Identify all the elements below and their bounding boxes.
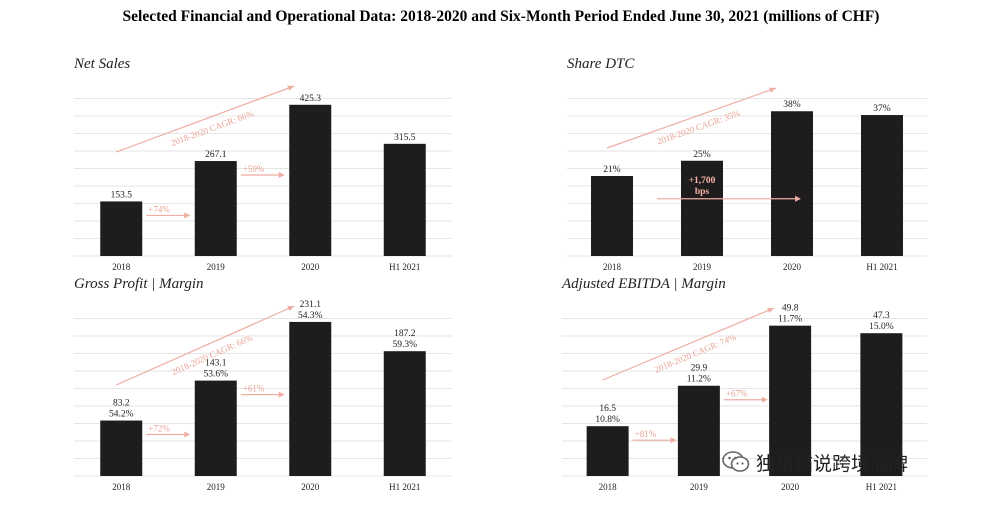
cagr-arrowhead [287, 85, 295, 91]
bar [860, 333, 903, 476]
tick-label: H1 2021 [389, 262, 420, 272]
data-label: 59.3% [392, 340, 417, 350]
tick-label: 2018 [603, 262, 622, 272]
cagr-arrow [606, 87, 777, 149]
share-dtc-chart: 21% 2018 25% 2019 38% 2020 37% H1 2021 +1,700bps… [567, 87, 927, 272]
bar [591, 176, 633, 256]
data-label: 187.2 [394, 329, 416, 339]
bar [769, 325, 812, 476]
bar [383, 351, 426, 476]
net-sales-chart: 153.5 2018 267.1 2019 425.3 2020 315.5 H1 2021 +… [74, 85, 452, 272]
data-label: 11.7% [778, 315, 802, 325]
tick-label: H1 2021 [389, 482, 420, 492]
data-label: 29.9 [691, 364, 708, 374]
growth-arrowhead [761, 396, 768, 403]
bar [289, 321, 332, 476]
data-label: 47.3 [873, 311, 890, 321]
tick-label: 2020 [783, 262, 802, 272]
bar [677, 385, 720, 476]
chart-title-adjusted-ebitda: Adjusted EBITDA | Margin [562, 276, 726, 292]
data-label: 54.3% [298, 311, 323, 321]
cagr-arrow [116, 85, 295, 153]
bar [289, 104, 332, 256]
tick-label: 2019 [693, 262, 712, 272]
data-label: 153.5 [111, 190, 133, 200]
data-label: 143.1 [205, 359, 227, 369]
chart-title-gross-profit: Gross Profit | Margin [74, 276, 204, 292]
tick-label: 2019 [207, 262, 226, 272]
growth-arrowhead [795, 195, 801, 202]
watermark: 独角猫说跨境品牌 [722, 449, 977, 475]
cagr-arrowhead [767, 307, 775, 314]
adjusted-ebitda-chart: 16.510.8% 2018 29.911.2% 2019 49.811.7% 2020 4… [562, 304, 927, 492]
bar [681, 160, 723, 256]
tick-label: 2019 [690, 482, 709, 492]
data-label: 25% [693, 150, 711, 160]
data-label: 54.2% [109, 410, 134, 420]
growth-arrowhead [184, 212, 191, 219]
bar [100, 201, 143, 256]
growth-label: +81% [635, 429, 657, 439]
cagr-arrowhead [769, 87, 776, 93]
growth-arrowhead [278, 391, 285, 398]
bar [194, 380, 237, 476]
inside-label: bps [695, 187, 710, 197]
growth-label: +61% [243, 384, 265, 394]
wechat-icon [722, 451, 750, 472]
growth-label: +67% [726, 389, 748, 399]
data-label: 425.3 [300, 94, 322, 104]
tick-label: 2018 [599, 482, 618, 492]
bar [771, 111, 813, 256]
data-label: 10.8% [595, 415, 620, 425]
data-label: 53.6% [203, 370, 228, 380]
chart-title-net-sales: Net Sales [74, 56, 131, 72]
gross-profit-chart: 83.254.2% 2018 143.153.6% 2019 231.154.3% 202… [74, 300, 452, 492]
tick-label: H1 2021 [866, 482, 897, 492]
bar [586, 426, 629, 476]
growth-label: +74% [148, 204, 170, 214]
page-title: Selected Financial and Operational Data:… [122, 8, 880, 25]
growth-arrowhead [670, 437, 677, 444]
tick-label: 2018 [112, 262, 131, 272]
data-label: 37% [873, 104, 891, 114]
tick-label: 2018 [112, 482, 131, 492]
bar [194, 161, 237, 256]
tick-label: 2020 [301, 482, 320, 492]
data-label: 11.2% [687, 375, 711, 385]
cagr-label: 2018-2020 CAGR: 35% [656, 108, 742, 147]
bar [100, 420, 143, 476]
bar [383, 143, 426, 256]
growth-arrowhead [278, 172, 285, 179]
bar [861, 115, 903, 256]
tick-label: H1 2021 [866, 262, 897, 272]
inside-label: +1,700 [689, 176, 716, 186]
data-label: 315.5 [394, 133, 416, 143]
data-label: 49.8 [782, 304, 799, 314]
growth-label: +72% [148, 424, 170, 434]
tick-label: 2019 [207, 482, 226, 492]
data-label: 231.1 [300, 300, 322, 310]
cagr-arrow [602, 307, 775, 381]
growth-arrowhead [184, 431, 191, 438]
data-label: 38% [783, 100, 801, 110]
cagr-arrow [116, 305, 295, 386]
data-label: 21% [603, 165, 621, 175]
chart-title-share-dtc: Share DTC [567, 56, 635, 72]
tick-label: 2020 [781, 482, 800, 492]
data-label: 15.0% [869, 322, 894, 332]
tick-label: 2020 [301, 262, 320, 272]
data-label: 16.5 [599, 404, 616, 414]
watermark-text: 独角猫说跨境品牌 [756, 452, 909, 475]
data-label: 267.1 [205, 150, 227, 160]
growth-label: +59% [243, 164, 265, 174]
data-label: 83.2 [113, 399, 130, 409]
cagr-arrowhead [287, 306, 295, 312]
